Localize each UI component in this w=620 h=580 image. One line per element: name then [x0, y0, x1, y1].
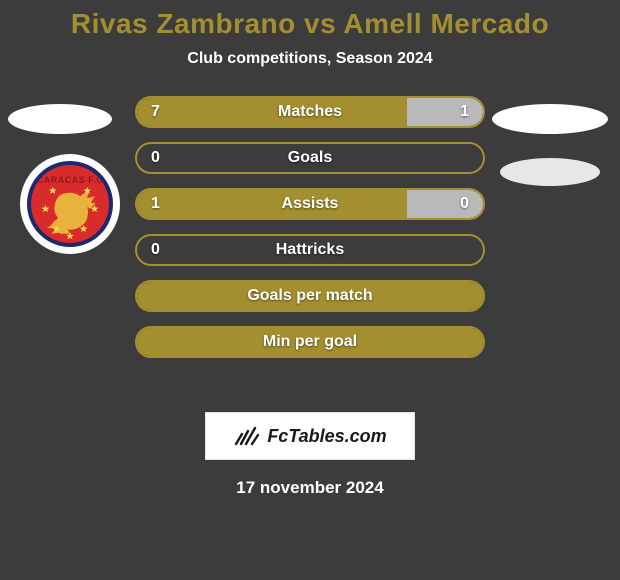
player-right-club-placeholder — [500, 158, 600, 186]
footer-date: 17 november 2024 — [0, 478, 620, 498]
stat-label: Matches — [137, 98, 483, 126]
stat-row-goals: 0Goals — [135, 142, 485, 174]
watermark: FcTables.com — [205, 412, 415, 460]
stat-label: Hattricks — [137, 236, 483, 264]
stat-label: Min per goal — [137, 328, 483, 356]
stat-row-goals-per-match: Goals per match — [135, 280, 485, 312]
player-left-photo-placeholder — [8, 104, 112, 134]
player-right-photo-placeholder — [492, 104, 608, 134]
watermark-text: FcTables.com — [267, 426, 386, 447]
stat-row-min-per-goal: Min per goal — [135, 326, 485, 358]
stat-row-hattricks: 0Hattricks — [135, 234, 485, 266]
club-badge-stars-icon — [31, 165, 109, 243]
stat-label: Assists — [137, 190, 483, 218]
page-subtitle: Club competitions, Season 2024 — [0, 50, 620, 68]
page-title: Rivas Zambrano vs Amell Mercado — [0, 0, 620, 40]
stat-row-matches: 71Matches — [135, 96, 485, 128]
stat-label: Goals per match — [137, 282, 483, 310]
stats-area: CARACAS F.C — [0, 96, 620, 396]
club-badge-caracas: CARACAS F.C — [27, 161, 113, 247]
comparison-bars: 71Matches 0Goals 10Assists 0Hattricks Goals … — [135, 96, 485, 358]
comparison-infographic: Rivas Zambrano vs Amell Mercado Club com… — [0, 0, 620, 580]
fctables-logo-icon — [233, 425, 261, 447]
stat-label: Goals — [137, 144, 483, 172]
stat-row-assists: 10Assists — [135, 188, 485, 220]
player-left-club-badge: CARACAS F.C — [20, 154, 120, 254]
